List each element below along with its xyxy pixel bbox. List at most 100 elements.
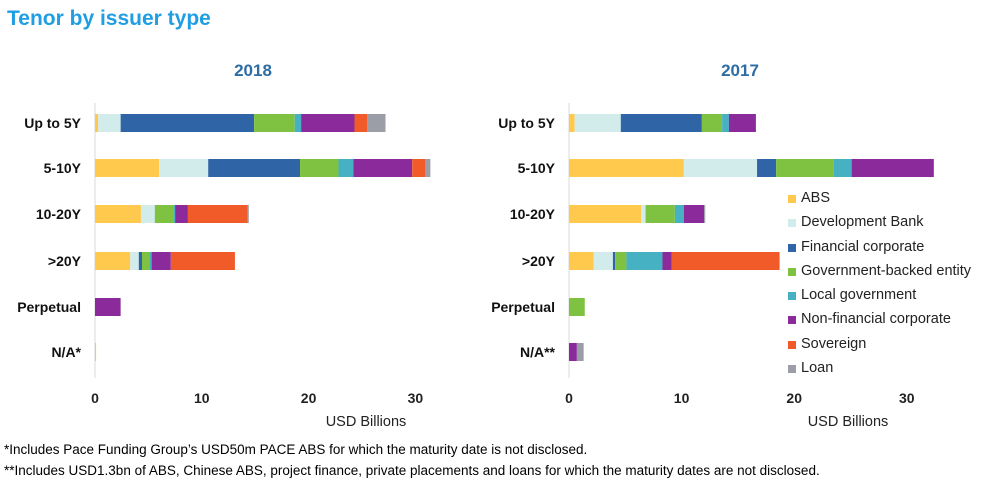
bar-non-financial-corporate-n-a — [569, 343, 577, 361]
bar-financial-corporate-20y — [612, 252, 616, 270]
chart-main-title: Tenor by issuer type — [7, 7, 211, 30]
bar-non-financial-corporate-10-20y — [683, 205, 705, 223]
bar-sovereign-20y — [671, 252, 780, 270]
x-tick-label: 20 — [301, 390, 317, 406]
category-label: >20Y — [48, 253, 82, 269]
bar-government-backed-entity-20y — [141, 252, 150, 270]
bar-development-bank-up-to-5y — [574, 114, 621, 132]
bar-development-bank-10-20y — [140, 205, 155, 223]
legend-label: Financial corporate — [801, 238, 925, 255]
bar-local-government-10-20y — [174, 205, 176, 223]
bar-abs-up-to-5y — [569, 114, 575, 132]
bar-development-bank-20y — [593, 252, 613, 270]
bar-non-financial-corporate-10-20y — [175, 205, 188, 223]
x-tick-label: 30 — [899, 390, 915, 406]
bar-loan-n-a — [576, 343, 584, 361]
legend-label: Local government — [801, 287, 917, 304]
bar-government-backed-entity-up-to-5y — [254, 114, 295, 132]
category-label: N/A** — [520, 344, 556, 360]
legend-label: Non-financial corporate — [801, 311, 951, 328]
bar-abs-20y — [95, 252, 131, 270]
bar-local-government-10-20y — [674, 205, 684, 223]
x-tick-label: 10 — [674, 390, 690, 406]
bar-sovereign-10-20y — [187, 205, 248, 223]
x-tick-label: 0 — [565, 390, 573, 406]
category-label: N/A* — [51, 344, 81, 360]
panel-title: 2018 — [234, 61, 272, 80]
bar-government-backed-entity-20y — [615, 252, 627, 270]
legend-label: Development Bank — [801, 214, 924, 231]
legend-swatch — [788, 243, 796, 252]
legend-swatch — [788, 340, 796, 349]
category-label: 5-10Y — [44, 160, 82, 176]
bar-financial-corporate-5-10y — [757, 159, 777, 177]
legend-label: Sovereign — [801, 335, 867, 352]
bar-local-government-5-10y — [338, 159, 354, 177]
bar-abs-10-20y — [95, 205, 141, 223]
bar-development-bank-10-20y — [641, 205, 646, 223]
category-label: Up to 5Y — [24, 115, 81, 131]
bar-loan-up-to-5y — [367, 114, 386, 132]
bar-sovereign-5-10y — [412, 159, 426, 177]
bar-abs-10-20y — [569, 205, 642, 223]
bar-sovereign-up-to-5y — [354, 114, 368, 132]
legend-swatch — [788, 267, 796, 276]
bar-development-bank-5-10y — [683, 159, 758, 177]
panel-title: 2017 — [721, 61, 759, 80]
bar-loan-5-10y — [425, 159, 431, 177]
bar-government-backed-entity-10-20y — [154, 205, 175, 223]
bar-local-government-5-10y — [833, 159, 852, 177]
legend-label: Government-backed entity — [801, 262, 972, 279]
category-label: 10-20Y — [510, 206, 556, 222]
x-tick-label: 20 — [786, 390, 802, 406]
bar-financial-corporate-5-10y — [208, 159, 301, 177]
category-label: 10-20Y — [36, 206, 82, 222]
x-axis-title: USD Billions — [326, 414, 407, 430]
x-tick-label: 10 — [194, 390, 210, 406]
category-label: Perpetual — [491, 299, 555, 315]
legend-label: ABS — [801, 190, 831, 206]
bar-abs-20y — [569, 252, 594, 270]
bar-development-bank-20y — [130, 252, 139, 270]
category-label: Up to 5Y — [498, 115, 555, 131]
footnote-1: *Includes Pace Funding Group’s USD50m PA… — [4, 442, 588, 457]
bar-financial-corporate-20y — [138, 252, 142, 270]
bar-abs-up-to-5y — [95, 114, 99, 132]
category-label: 5-10Y — [518, 160, 556, 176]
bar-non-financial-corporate-5-10y — [353, 159, 413, 177]
bar-loan-10-20y — [704, 205, 706, 223]
bar-government-backed-entity-5-10y — [300, 159, 339, 177]
bar-financial-corporate-up-to-5y — [620, 114, 702, 132]
footnote-2: **Includes USD1.3bn of ABS, Chinese ABS,… — [4, 463, 820, 478]
bar-non-financial-corporate-5-10y — [851, 159, 934, 177]
legend-swatch — [788, 292, 796, 301]
category-label: Perpetual — [17, 299, 81, 315]
bar-abs-5-10y — [569, 159, 684, 177]
bar-government-backed-entity-perpetual — [569, 298, 585, 316]
bar-government-backed-entity-5-10y — [776, 159, 834, 177]
bar-non-financial-corporate-20y — [662, 252, 672, 270]
x-tick-label: 30 — [408, 390, 424, 406]
legend-swatch — [788, 219, 796, 228]
panel-2017: 2017 0 10 20 30 USD Billions Up to 5Y 5-10Y 10-2… — [491, 61, 934, 430]
category-label: >20Y — [522, 253, 556, 269]
bar-local-government-20y — [626, 252, 663, 270]
bar-non-financial-corporate-perpetual — [95, 298, 121, 316]
bar-local-government-20y — [149, 252, 152, 270]
x-axis-title: USD Billions — [808, 414, 889, 430]
bar-development-bank-5-10y — [159, 159, 209, 177]
legend-label: Loan — [801, 360, 834, 377]
bar-local-government-up-to-5y — [294, 114, 302, 132]
bar-non-financial-corporate-20y — [151, 252, 171, 270]
legend-swatch — [788, 365, 796, 374]
bar-government-backed-entity-up-to-5y — [701, 114, 723, 132]
bar-development-bank-up-to-5y — [98, 114, 121, 132]
bar-financial-corporate-up-to-5y — [120, 114, 255, 132]
bar-abs-5-10y — [95, 159, 160, 177]
x-tick-label: 0 — [91, 390, 99, 406]
legend-swatch — [788, 316, 796, 325]
bar-loan-10-20y — [247, 205, 249, 223]
bar-sovereign-20y — [170, 252, 235, 270]
